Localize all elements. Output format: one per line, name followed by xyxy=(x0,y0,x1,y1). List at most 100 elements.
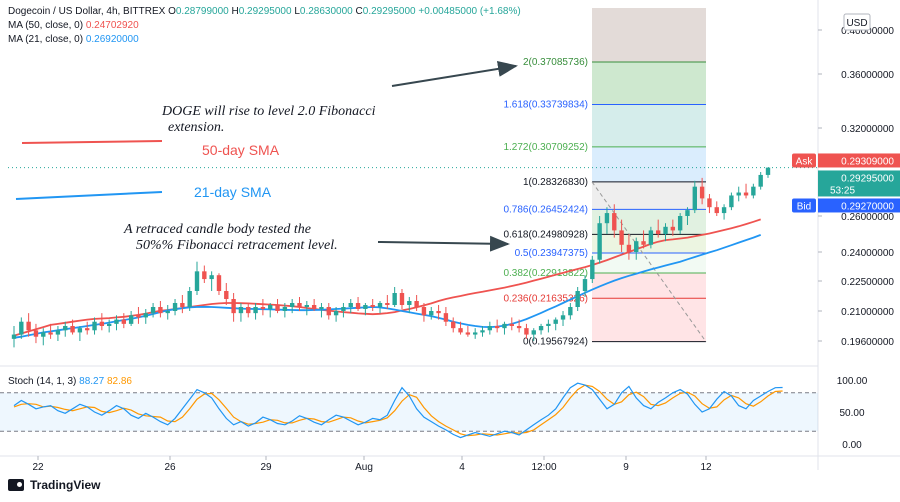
fib-level-label: 1(0.28326830) xyxy=(523,177,588,188)
candle-body xyxy=(597,223,602,260)
candle-body xyxy=(333,311,339,316)
fib-level-label: 0.5(0.23947375) xyxy=(515,248,588,259)
candle-body xyxy=(77,328,83,333)
fib-level-label: 2(0.37085736) xyxy=(523,57,588,68)
ma21-legend[interactable]: MA (21, close, 0) 0.26920000 xyxy=(8,34,139,45)
candle-body xyxy=(758,174,763,187)
price-tick-label: 0.40000000 xyxy=(841,26,894,37)
candle-body xyxy=(465,332,471,335)
candle-body xyxy=(509,323,514,326)
candle-body xyxy=(677,216,683,231)
candle-body xyxy=(114,319,119,324)
candle-body xyxy=(33,330,39,337)
stoch-legend[interactable]: Stoch (14, 1, 3) 88.27 82.86 xyxy=(8,376,132,387)
candle-body xyxy=(729,195,734,208)
candle-body xyxy=(443,313,449,322)
time-tick-label: 22 xyxy=(32,462,44,473)
arrow-to-fib-2 xyxy=(391,60,518,87)
candle-body xyxy=(641,241,646,245)
candle-body xyxy=(165,311,170,314)
candle-body xyxy=(106,323,112,326)
stoch-tick-label: 100.00 xyxy=(837,376,868,387)
fib-zone xyxy=(592,298,706,342)
stoch-band xyxy=(0,392,818,432)
candle-body xyxy=(399,293,405,305)
candle-body xyxy=(268,305,273,309)
price-tick-label: 0.19600000 xyxy=(841,337,894,348)
open-label: O xyxy=(168,6,176,17)
ma50-legend[interactable]: MA (50, close, 0) 0.24702920 xyxy=(8,20,139,31)
candle-body xyxy=(341,307,346,311)
candle-body xyxy=(626,244,632,252)
tradingview-label: TradingView xyxy=(30,478,101,492)
candle-body xyxy=(480,330,485,333)
ma50-label: MA (50, close, 0) xyxy=(8,20,84,31)
candle-body xyxy=(282,307,288,311)
candle-body xyxy=(246,307,251,314)
symbol-legend[interactable]: Dogecoin / US Dollar, 4h, BITTREX O0.287… xyxy=(8,6,521,17)
candle-body xyxy=(253,307,258,314)
candle-body xyxy=(121,319,126,324)
high-value: 0.29295000 xyxy=(238,6,292,17)
candle-body xyxy=(707,198,712,208)
candle-body xyxy=(421,307,427,316)
candle-body xyxy=(275,305,280,311)
stoch-d-value: 82.86 xyxy=(106,376,132,387)
candle-body xyxy=(436,311,441,314)
candle-body xyxy=(377,303,383,307)
fib-zone xyxy=(592,146,706,182)
candle-body xyxy=(663,226,668,234)
fib-trend-line xyxy=(591,181,707,342)
fib-zone xyxy=(592,104,706,147)
time-tick-label: 9 xyxy=(623,462,629,473)
candle-body xyxy=(202,271,207,280)
candle-body xyxy=(751,186,756,196)
fib-level-label: 0(0.19567924) xyxy=(523,337,588,348)
currency-badge xyxy=(843,13,871,31)
candle-body xyxy=(392,293,397,305)
ma21-value: 0.26920000 xyxy=(85,34,139,45)
candle-body xyxy=(634,241,639,252)
candle-body xyxy=(289,303,295,307)
time-tick-label: 4 xyxy=(459,462,465,473)
candle-body xyxy=(538,326,544,331)
fib-zone xyxy=(592,181,706,210)
fib-level-label: 0.786(0.26452424) xyxy=(503,204,588,215)
candle-body xyxy=(150,307,156,314)
candle-body xyxy=(11,334,17,339)
candle-body xyxy=(502,323,507,329)
ask-tag-bg xyxy=(792,153,816,168)
sma21-legend-line xyxy=(15,191,163,200)
candle-body xyxy=(363,305,368,309)
candle-body xyxy=(194,271,200,291)
candle-body xyxy=(319,307,324,309)
fib-level-label: 1.272(0.30709252) xyxy=(503,142,588,153)
candle-body xyxy=(136,315,141,318)
stoch-label: Stoch (14, 1, 3) xyxy=(8,376,77,387)
candle-body xyxy=(736,192,741,196)
candle-body xyxy=(238,307,244,314)
sma50-legend-line xyxy=(21,140,163,144)
low-label: L xyxy=(294,6,300,17)
candle-body xyxy=(158,307,163,314)
currency-label: USD xyxy=(846,18,867,29)
candle-body xyxy=(619,230,624,245)
candle-body xyxy=(575,291,580,307)
fib-zone xyxy=(592,253,706,273)
bid-value-bg xyxy=(818,198,900,213)
candle-body xyxy=(63,326,68,331)
candle-body xyxy=(297,303,302,307)
candle-body xyxy=(568,307,573,316)
candle-body xyxy=(670,226,676,231)
tradingview-brand[interactable]: TradingView xyxy=(8,478,100,492)
price-tick-label: 0.22500000 xyxy=(841,277,894,288)
candle-body xyxy=(26,321,31,331)
candle-body xyxy=(699,186,705,199)
candle-body xyxy=(370,305,375,307)
candle-body xyxy=(531,330,536,335)
low-value: 0.28630000 xyxy=(299,6,353,17)
candle-body xyxy=(414,301,419,307)
annotation-retraced: A retraced candle body tested the xyxy=(124,222,311,237)
candle-body xyxy=(458,328,463,333)
